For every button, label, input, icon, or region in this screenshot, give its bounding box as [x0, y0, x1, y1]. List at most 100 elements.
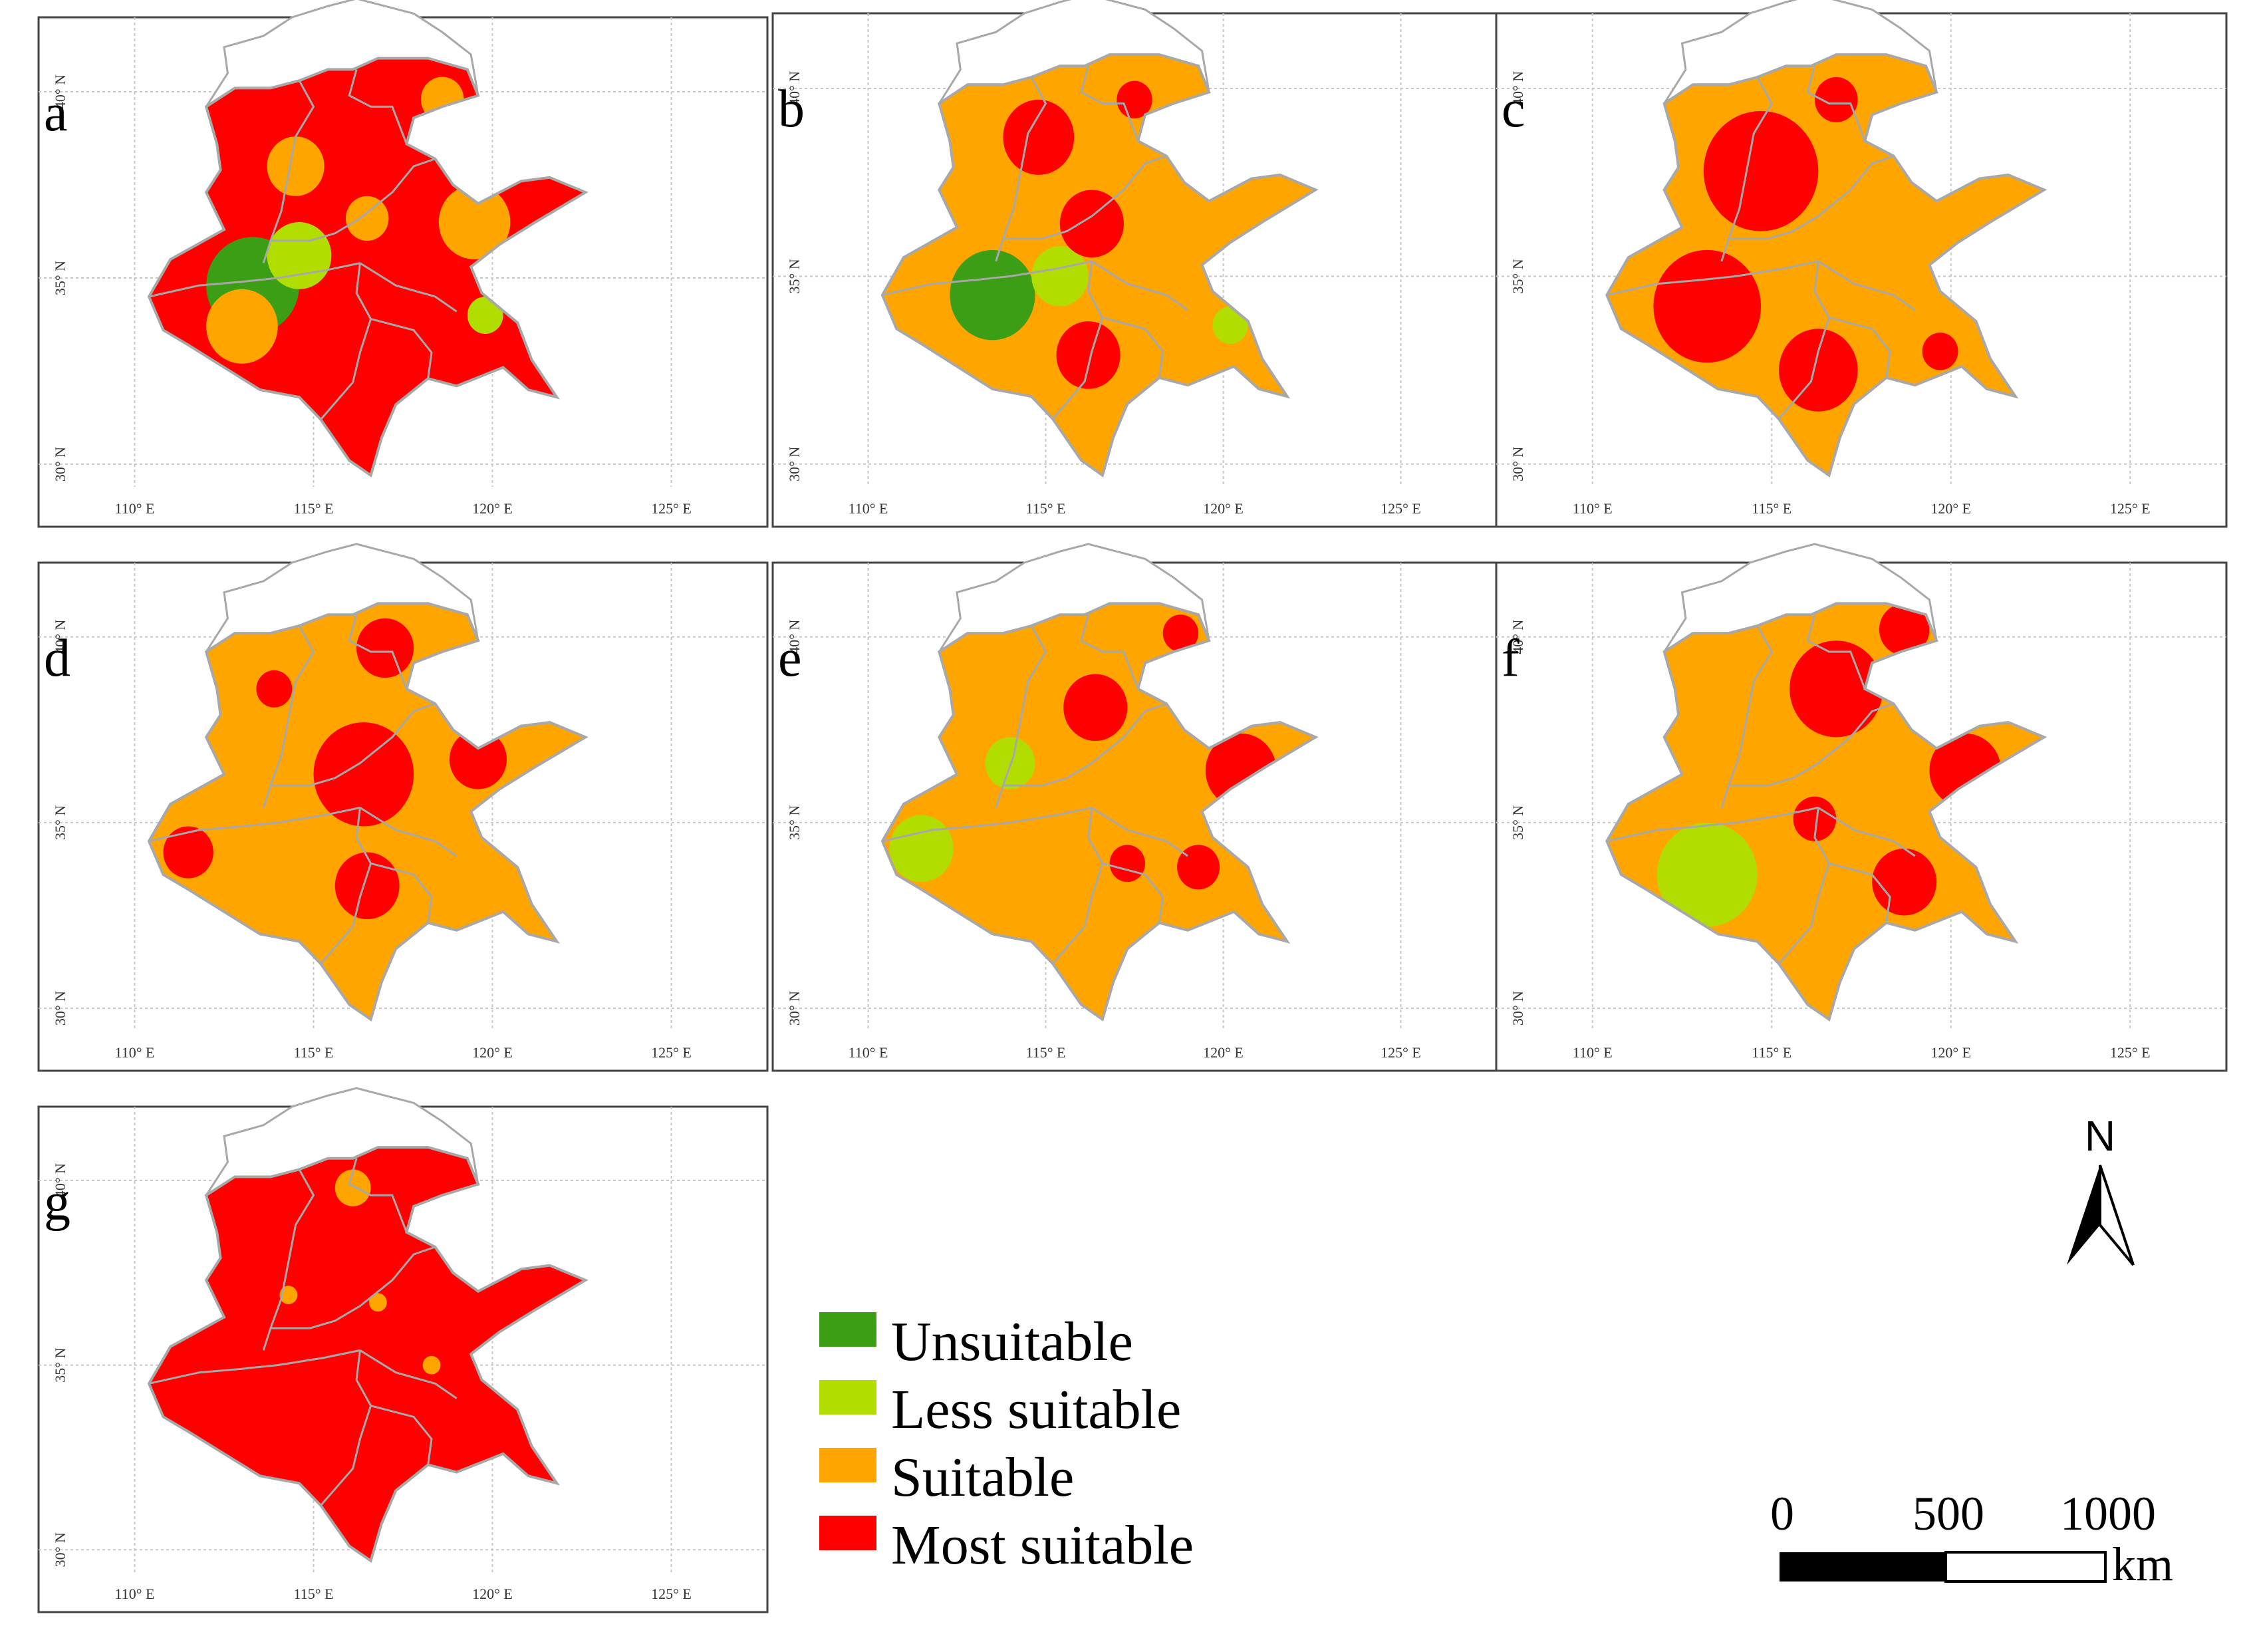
zone-less-suitable [267, 222, 332, 289]
lat-tick-label: 30° N [1510, 991, 1526, 1026]
north-arrow: N [2067, 1112, 2135, 1266]
zone-most-suitable [1162, 615, 1199, 652]
scale-unit: km [2112, 1538, 2173, 1591]
region-outline [1605, 53, 2048, 478]
zone-most-suitable [163, 826, 213, 879]
zone-less-suitable [1212, 306, 1248, 344]
scale-bar: 0 500 1000 km [1770, 1487, 2173, 1591]
lon-tick-label: 120° E [1203, 500, 1244, 517]
zone-most-suitable [1922, 333, 1958, 370]
lat-tick-label: 35° N [52, 1347, 68, 1382]
panel-label-a: a [44, 84, 68, 142]
lon-tick-label: 125° E [2110, 1044, 2151, 1061]
province-boundary [1003, 702, 1167, 787]
lon-tick-label: 125° E [651, 1044, 692, 1061]
zone-suitable [267, 136, 325, 196]
zone-suitable [334, 1169, 371, 1206]
region-outline [147, 1146, 589, 1564]
zone-suitable [279, 1286, 298, 1305]
province-boundary [148, 262, 360, 298]
zone-most-suitable [1003, 99, 1075, 175]
province-boundary [1606, 260, 1819, 297]
legend-swatch-suitable [819, 1448, 876, 1482]
province-boundary [882, 807, 1093, 843]
province-boundary [320, 807, 372, 965]
zone-most-suitable [1872, 848, 1937, 916]
map-panel-f: 110° E 115° E 120° E 125° E 30° N 35° N 40° Nf [1495, 543, 2228, 1072]
lat-tick-label: 35° N [1510, 805, 1526, 840]
lon-tick-label: 125° E [651, 1585, 692, 1602]
zone-most-suitable [1109, 845, 1146, 883]
lat-tick-label: 35° N [786, 805, 803, 840]
province-boundary [148, 807, 360, 843]
lat-tick-label: 30° N [786, 447, 803, 482]
zone-most-suitable [449, 730, 507, 789]
lon-tick-label: 120° E [472, 1044, 513, 1061]
province-boundary [882, 260, 1093, 297]
lon-tick-label: 110° E [115, 1044, 155, 1061]
province-boundary [1817, 260, 1916, 311]
lat-tick-label: 35° N [52, 805, 68, 840]
province-boundary [359, 1349, 458, 1399]
panel-label-c: c [1502, 80, 1525, 138]
lon-tick-label: 115° E [294, 1044, 334, 1061]
panel-label-f: f [1502, 629, 1520, 688]
zone-most-suitable [1703, 110, 1819, 231]
lon-tick-label: 120° E [1203, 1044, 1244, 1061]
legend-label-most-suitable: Most suitable [891, 1514, 1194, 1576]
lon-tick-label: 110° E [849, 500, 888, 517]
zone-most-suitable [1056, 321, 1121, 389]
lat-tick-label: 40° N [1510, 71, 1526, 106]
north-arrow-left-half [2067, 1165, 2100, 1265]
zone-suitable [206, 289, 278, 364]
zone-most-suitable [256, 670, 293, 708]
zone-most-suitable [1789, 640, 1883, 738]
region-outline [1605, 602, 2048, 1022]
province-boundary [270, 702, 436, 787]
lon-tick-label: 120° E [472, 1585, 513, 1602]
scale-tick-500: 500 [1913, 1487, 1984, 1540]
province-boundary [370, 862, 433, 923]
lat-tick-label: 30° N [1510, 447, 1526, 482]
map-panel-b: 110° E 115° E 120° E 125° E 30° N 35° N 40° Nb [771, 0, 1498, 528]
map-panel-e: 110° E 115° E 120° E 125° E 30° N 35° N 40° Ne [771, 543, 1498, 1072]
lon-tick-label: 125° E [1381, 500, 1421, 517]
lat-tick-label: 40° N [786, 71, 803, 106]
zone-suitable [368, 1293, 387, 1312]
zone-most-suitable [356, 618, 414, 678]
province-boundary [348, 614, 408, 690]
lon-tick-label: 115° E [294, 1585, 334, 1602]
province-boundary [348, 69, 408, 144]
region-outline [880, 602, 1319, 1022]
region-outline [147, 602, 589, 1022]
north-arrow-label: N [2085, 1112, 2115, 1160]
province-boundary [1778, 807, 1831, 965]
zone-most-suitable [1177, 845, 1220, 890]
zone-most-suitable [334, 852, 400, 920]
lon-tick-label: 110° E [115, 500, 155, 517]
lon-tick-label: 115° E [1752, 500, 1791, 517]
province-boundary [1091, 260, 1188, 311]
lat-tick-label: 40° N [52, 619, 68, 654]
province-boundary [370, 1405, 433, 1465]
lon-tick-label: 115° E [1752, 1044, 1791, 1061]
legend-label-less-suitable: Less suitable [891, 1379, 1181, 1441]
scale-tick-0: 0 [1770, 1487, 1794, 1540]
panel-label-b: b [778, 80, 805, 138]
panel-label-g: g [44, 1173, 70, 1232]
lat-tick-label: 30° N [52, 991, 68, 1026]
province-boundary [270, 1246, 436, 1329]
province-boundary [348, 1158, 408, 1233]
zone-most-suitable [1793, 796, 1837, 841]
province-boundary [1102, 317, 1164, 378]
map-panel-c: 110° E 115° E 120° E 125° E 30° N 35° N 40° Nc [1495, 0, 2228, 528]
legend-label-suitable: Suitable [891, 1446, 1074, 1508]
lat-tick-label: 40° N [1510, 619, 1526, 654]
lon-tick-label: 115° E [1026, 1044, 1066, 1061]
lat-tick-label: 35° N [1510, 259, 1526, 293]
lat-tick-label: 30° N [52, 1532, 68, 1567]
province-boundary [1778, 261, 1831, 420]
province-boundary [1817, 807, 1916, 857]
legend-label-unsuitable: Unsuitable [891, 1311, 1133, 1373]
